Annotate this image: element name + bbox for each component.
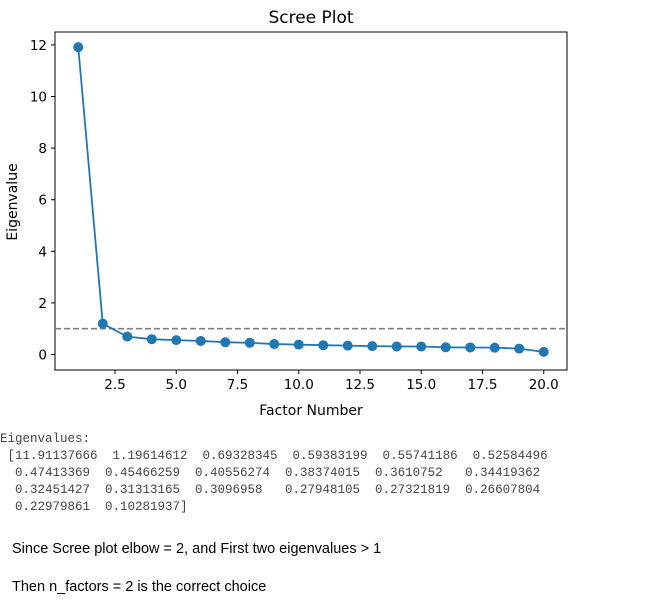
elbow-note: Since Scree plot elbow = 2, and First tw… — [12, 541, 382, 557]
y-tick-label-6: 12 — [30, 38, 47, 54]
data-point-3 — [122, 331, 133, 342]
output-line-2: 0.47413369 0.45466259 0.40556274 0.38374… — [0, 466, 541, 480]
scree-plot-chart: Scree Plot 2.5 5.0 7.5 10.0 12.5 15.0 17.5 20.0… — [5, 8, 568, 419]
output-line-4: 0.22979861 0.10281937] — [0, 500, 188, 514]
output-heading: Eigenvalues: — [0, 432, 91, 446]
data-point-8 — [244, 337, 255, 348]
conclusion-note: Then n_factors = 2 is the correct choice — [12, 579, 267, 595]
x-tick-label-3: 10.0 — [284, 377, 314, 393]
axes-frame — [54, 31, 568, 371]
x-tick-label-5: 15.0 — [406, 377, 436, 393]
data-point-7 — [220, 337, 231, 348]
data-point-1 — [73, 42, 84, 53]
data-point-2 — [97, 318, 108, 329]
y-tick-label-4: 8 — [38, 141, 47, 157]
y-tick-label-2: 4 — [38, 244, 47, 260]
eigenvalues-output: Eigenvalues: [11.91137666 1.19614612 0.6… — [0, 431, 645, 516]
output-line-1: [11.91137666 1.19614612 0.69328345 0.593… — [0, 449, 548, 463]
y-tick-label-5: 10 — [30, 90, 47, 106]
output-line-3: 0.32451427 0.31313165 0.3096958 0.279481… — [0, 483, 541, 497]
x-tick-label-0: 2.5 — [104, 377, 125, 393]
x-tick-label-1: 5.0 — [166, 377, 187, 393]
data-point-20 — [538, 346, 549, 357]
y-tick-label-1: 2 — [38, 296, 47, 312]
data-point-10 — [293, 339, 304, 350]
data-point-13 — [367, 341, 378, 352]
data-point-16 — [440, 342, 451, 353]
x-tick-label-2: 7.5 — [227, 377, 248, 393]
x-tick-label-7: 20.0 — [529, 377, 559, 393]
y-axis-label: Eigenvalue — [5, 163, 21, 240]
data-point-15 — [416, 341, 427, 352]
y-tick-label-3: 6 — [38, 193, 47, 209]
x-axis-label: Factor Number — [259, 403, 363, 419]
plot-area: 2.5 5.0 7.5 10.0 12.5 15.0 17.5 20.0 0 2 4 6 8 10 12 — [30, 31, 568, 393]
data-point-6 — [195, 335, 206, 346]
data-point-14 — [391, 341, 402, 352]
data-point-11 — [318, 340, 329, 351]
data-point-18 — [489, 342, 500, 353]
data-point-12 — [342, 340, 353, 351]
x-tick-label-6: 17.5 — [467, 377, 497, 393]
data-point-4 — [146, 334, 157, 345]
chart-title: Scree Plot — [268, 8, 353, 28]
data-point-17 — [465, 342, 476, 353]
data-point-19 — [514, 343, 525, 354]
series-line — [77, 47, 544, 353]
y-tick-label-0: 0 — [38, 348, 47, 364]
x-tick-label-4: 12.5 — [345, 377, 375, 393]
data-point-9 — [269, 339, 280, 350]
data-point-5 — [171, 335, 182, 346]
